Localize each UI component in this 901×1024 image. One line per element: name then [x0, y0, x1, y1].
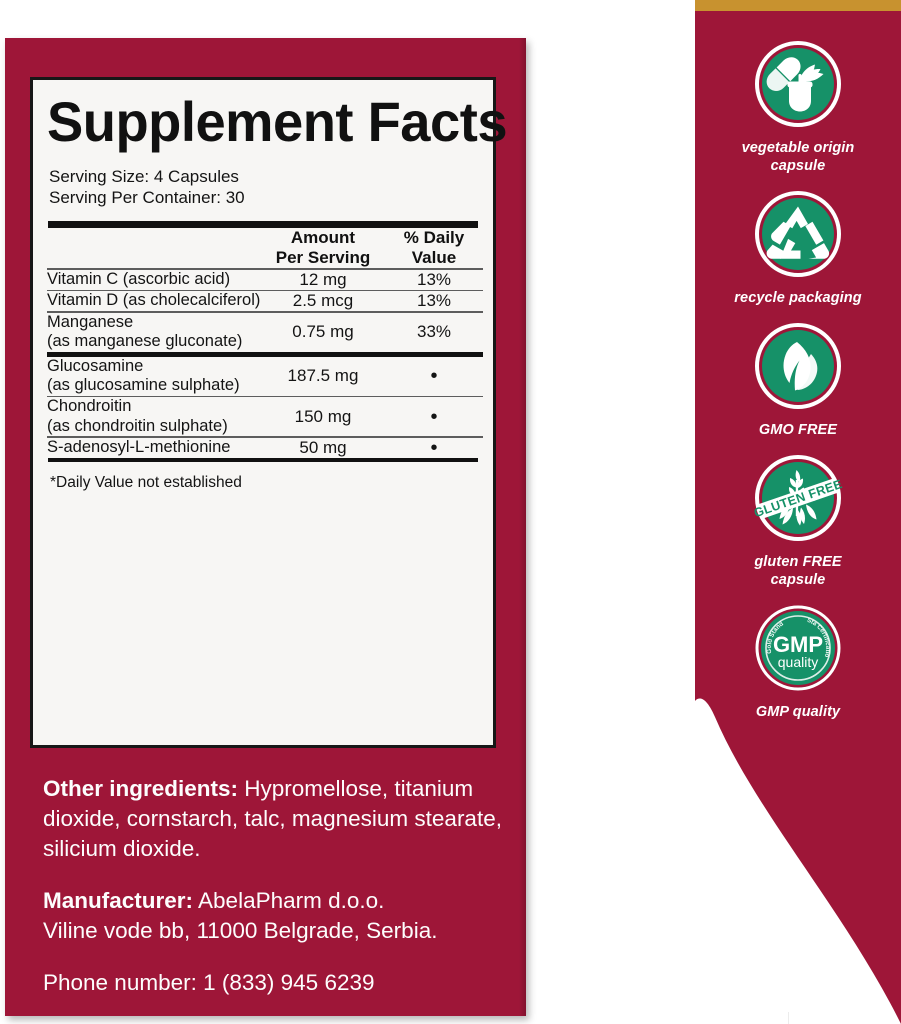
- table-row-6: S-adenosyl-L-methionine 50 mg •: [47, 438, 483, 458]
- manufacturer-paragraph: Manufacturer: AbelaPharm d.o.o. Viline v…: [43, 886, 505, 946]
- other-ingredients-text: Hypromellose, titanium dioxide, cornstar…: [43, 776, 502, 861]
- manufacturer-name: AbelaPharm d.o.o.: [193, 888, 385, 913]
- row-separator: [47, 311, 483, 313]
- nutrient-daily-value: 33%: [416, 322, 452, 342]
- other-ingredients-paragraph: Other ingredients: Hypromellose, titaniu…: [43, 774, 505, 864]
- badge-label-line1: recycle packaging: [734, 290, 862, 306]
- row-separator: [47, 395, 483, 398]
- badge-label-line2: capsule: [770, 158, 826, 174]
- nutrient-daily-value: •: [430, 436, 438, 459]
- recycle-icon: [752, 188, 844, 280]
- phone-label: Phone number:: [43, 970, 197, 995]
- table-row-4: Glucosamine (as glucosamine sulphate) 18…: [47, 357, 483, 396]
- nutrient-name: Chondroitin (as chondroitin sulphate): [47, 397, 228, 435]
- badge-label: GMO FREE: [695, 421, 901, 439]
- svg-text:quality: quality: [778, 654, 818, 670]
- badge-label: vegetable origin capsule: [695, 139, 901, 175]
- vegetable-capsule-icon: [752, 38, 844, 130]
- nutrient-name: S-adenosyl-L-methionine: [47, 438, 231, 457]
- nutrient-daily-value: •: [430, 405, 438, 428]
- table-row-5: Chondroitin (as chondroitin sulphate) 15…: [47, 397, 483, 436]
- badge-leaf: GMO FREE: [695, 320, 901, 439]
- badge-gmp-quality: Gold Stand Sta Certification GMP quality…: [695, 602, 901, 721]
- manufacturer-label: Manufacturer:: [43, 888, 194, 913]
- nutrient-amount: 50 mg: [299, 437, 347, 457]
- badge-label: GMP quality: [695, 703, 901, 721]
- table-row-3: Manganese (as manganese gluconate) 0.75 …: [47, 313, 483, 352]
- svg-text:GMP: GMP: [773, 632, 823, 657]
- badge-label: gluten FREE capsule: [695, 553, 901, 589]
- certification-badge-panel: vegetable origin capsule recycle packagin…: [695, 0, 901, 1024]
- badge-vegetable-capsule: vegetable origin capsule: [695, 38, 901, 175]
- nutrient-name: Vitamin D (as cholecalciferol): [47, 291, 261, 310]
- serving-info: Serving Size: 4 Capsules Serving Per Con…: [47, 166, 479, 208]
- nutrient-daily-value: 13%: [416, 269, 452, 289]
- row-separator: [47, 289, 483, 292]
- nutrient-daily-value: •: [430, 365, 438, 388]
- badge-label-line2: capsule: [770, 572, 826, 588]
- table-row-1: Vitamin C (ascorbic acid) 12 mg 13%: [47, 270, 483, 290]
- badge-label-line1: vegetable origin: [741, 140, 855, 156]
- badge-label-line1: GMO FREE: [758, 422, 838, 438]
- phone-paragraph: Phone number: 1 (833) 945 6239: [43, 968, 505, 998]
- column-header-nutrient: [47, 228, 261, 268]
- table-header-row: Amount Per Serving % Daily Value: [47, 228, 483, 268]
- daily-value-footnote: *Daily Value not established: [50, 473, 242, 491]
- nutrient-amount: 2.5 mcg: [292, 291, 354, 311]
- nutrient-amount: 187.5 mg: [287, 366, 359, 386]
- nutrient-amount: 12 mg: [299, 269, 347, 289]
- badge-label-line1: gluten FREE: [754, 554, 842, 570]
- gluten-free-icon: GLUTEN FREE: [752, 452, 844, 544]
- leaf-icon: [752, 320, 844, 412]
- nutrient-name: Manganese (as manganese gluconate): [47, 312, 243, 351]
- supplement-facts-panel: Supplement Facts Serving Size: 4 Capsule…: [30, 77, 508, 748]
- badge-gluten-free: GLUTEN FREE gluten FREE capsule: [695, 452, 901, 589]
- row-separator: [47, 268, 483, 270]
- supplement-facts-title: Supplement Facts: [47, 90, 508, 153]
- phone-number: 1 (833) 945 6239: [196, 970, 375, 995]
- nutrient-amount: 0.75 mg: [292, 322, 354, 342]
- gold-accent-bar: [695, 0, 901, 11]
- nutrient-amount: 150 mg: [294, 406, 352, 426]
- manufacturer-address: Viline vode bb, 11000 Belgrade, Serbia.: [43, 918, 438, 943]
- panel-hairline: [788, 1012, 789, 1024]
- nutrient-daily-value: 13%: [416, 291, 452, 311]
- nutrient-name: Vitamin C (ascorbic acid): [47, 269, 231, 288]
- badge-label-line1: GMP quality: [755, 704, 841, 720]
- table-top-rule: [48, 221, 478, 228]
- supplement-facts-table: Amount Per Serving % Daily Value Vitamin…: [47, 228, 483, 458]
- column-header-amount: Amount Per Serving: [275, 228, 371, 267]
- other-ingredients-label: Other ingredients:: [43, 776, 239, 801]
- badge-recycle: recycle packaging: [695, 188, 901, 307]
- table-bottom-rule: [48, 457, 478, 462]
- badge-label: recycle packaging: [695, 289, 901, 307]
- serving-size: Serving Size: 4 Capsules: [49, 167, 239, 186]
- nutrient-name: Glucosamine (as glucosamine sulphate): [47, 356, 240, 395]
- column-header-daily-value: % Daily Value: [403, 228, 465, 267]
- gmp-quality-icon: Gold Stand Sta Certification GMP quality: [752, 602, 844, 694]
- supplement-label-card: Supplement Facts Serving Size: 4 Capsule…: [5, 38, 526, 1016]
- serving-per-container: Serving Per Container: 30: [49, 188, 245, 207]
- row-separator: [47, 351, 483, 357]
- badge-list: vegetable origin capsule recycle packagin…: [695, 0, 901, 734]
- label-text-block: Other ingredients: Hypromellose, titaniu…: [43, 774, 505, 998]
- row-separator: [47, 436, 483, 438]
- table-row-2: Vitamin D (as cholecalciferol) 2.5 mcg 1…: [47, 291, 483, 311]
